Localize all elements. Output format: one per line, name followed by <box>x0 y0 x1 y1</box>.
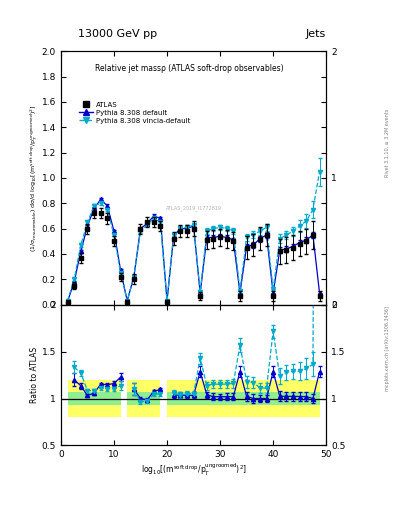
Text: Rivet 3.1.10, ≥ 3.2M events: Rivet 3.1.10, ≥ 3.2M events <box>385 109 389 178</box>
Text: mcplots.cern.ch [arXiv:1306.3436]: mcplots.cern.ch [arXiv:1306.3436] <box>385 306 389 391</box>
Text: Jets: Jets <box>306 29 326 39</box>
Y-axis label: Ratio to ATLAS: Ratio to ATLAS <box>30 347 39 403</box>
Text: Relative jet massρ (ATLAS soft-drop observables): Relative jet massρ (ATLAS soft-drop obse… <box>95 64 284 73</box>
Text: ATLAS_2019_I1772819: ATLAS_2019_I1772819 <box>165 205 222 211</box>
X-axis label: log$_{10}$[(m$^{\mathrm{soft\ drop}}$/p$_T^{\mathrm{ungroomed}}$)$^2$]: log$_{10}$[(m$^{\mathrm{soft\ drop}}$/p$… <box>141 462 246 478</box>
Y-axis label: (1/σ$_{\mathrm{resummable}}$) dσ/d log$_{10}$[(m$^{\mathrm{soft\ drop}}$/p$_T^{\: (1/σ$_{\mathrm{resummable}}$) dσ/d log$_… <box>29 104 40 252</box>
Legend: ATLAS, Pythia 8.308 default, Pythia 8.308 vincia-default: ATLAS, Pythia 8.308 default, Pythia 8.30… <box>78 100 191 125</box>
Text: 13000 GeV pp: 13000 GeV pp <box>78 29 158 39</box>
